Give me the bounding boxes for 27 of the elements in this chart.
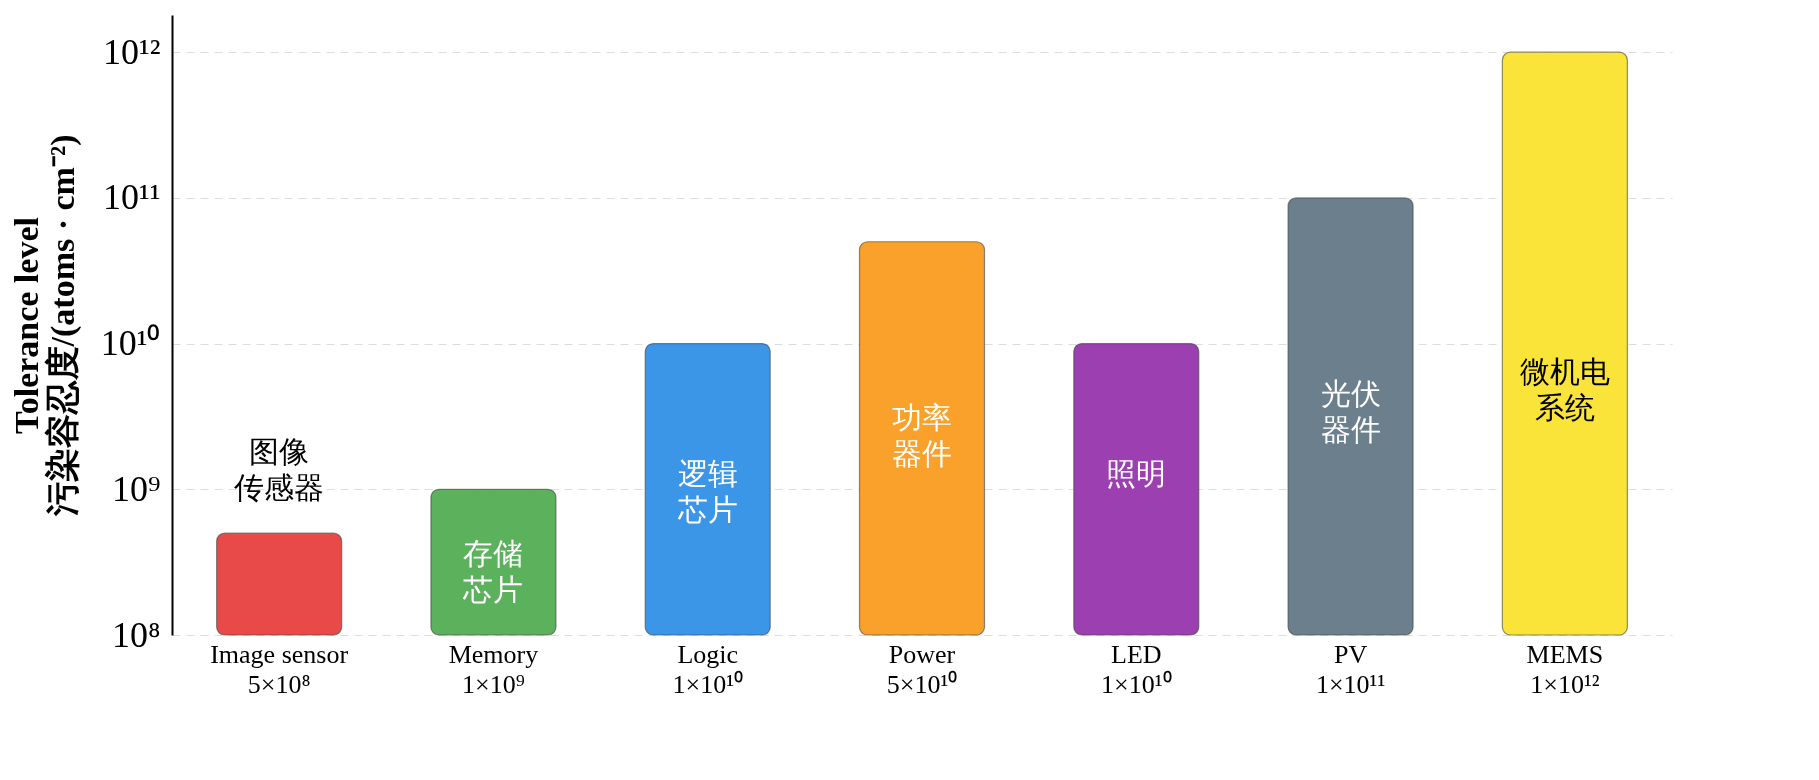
data-label: 1×10¹⁰ [1101, 669, 1172, 699]
y-tick-label: 10¹⁰ [100, 323, 161, 364]
data-label: 5×10¹⁰ [886, 669, 958, 699]
y-tick-label: 10¹² [102, 31, 161, 72]
annotation: 照明 [1106, 455, 1167, 491]
y-axis-title: Tolerance level 污染容忍度/(atoms · cm⁻²) [7, 134, 82, 518]
y-tick-label: 10¹¹ [102, 177, 161, 218]
x-tick-label: PV [1333, 639, 1368, 669]
y-tick-label: 10⁹ [111, 468, 161, 509]
x-tick-label: LED [1111, 639, 1162, 669]
x-tick-label: Logic [677, 639, 739, 669]
annotation: 功率器件 [892, 399, 952, 471]
annotation: 光伏器件 [1320, 375, 1381, 447]
x-tick-label: Memory [448, 639, 539, 669]
x-tick-label: Power [888, 639, 956, 669]
data-label: 1×10¹⁰ [672, 669, 743, 699]
annotation: 逻辑芯片 [676, 455, 738, 527]
annotation: 图像传感器 [234, 434, 325, 506]
data-label: 5×10⁸ [247, 669, 311, 699]
annotation: 微机电系统 [1519, 353, 1610, 425]
x-tick-label: Image sensor [210, 639, 349, 669]
data-label: 1×10¹¹ [1315, 669, 1386, 699]
data-label: 1×10¹² [1530, 669, 1600, 699]
x-tick-label: MEMS [1526, 639, 1604, 669]
y-tick-label: 10⁸ [111, 614, 161, 655]
annotation: 存储芯片 [462, 535, 524, 607]
data-label: 1×10⁹ [462, 669, 525, 699]
